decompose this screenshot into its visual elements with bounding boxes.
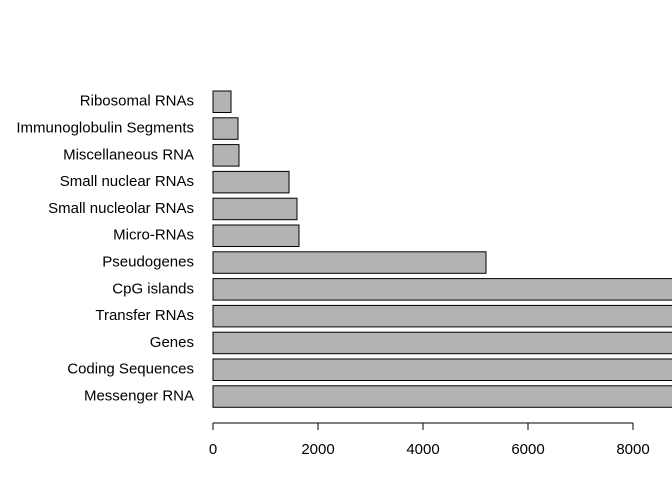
x-tick-label: 6000 <box>511 441 544 458</box>
y-tick-label: CpG islands <box>112 280 194 297</box>
y-tick-label: Miscellaneous RNA <box>63 146 194 163</box>
y-tick-label: Small nuclear RNAs <box>60 173 194 190</box>
bar <box>212 331 672 355</box>
bar <box>212 170 290 194</box>
bar <box>212 117 239 140</box>
bar <box>212 385 672 408</box>
bar <box>212 358 672 381</box>
y-tick-label: Ribosomal RNAs <box>80 93 194 110</box>
y-tick-label: Immunoglobulin Segments <box>16 120 194 137</box>
y-tick-label: Messenger RNA <box>84 388 194 405</box>
y-tick-label: Genes <box>150 334 194 351</box>
bar <box>212 90 232 113</box>
bar <box>212 304 672 328</box>
x-tick-label: 2000 <box>301 441 334 458</box>
bar <box>212 197 298 221</box>
y-tick-label: Pseudogenes <box>102 254 194 271</box>
y-tick-label: Transfer RNAs <box>95 307 194 324</box>
x-tick-label: 4000 <box>406 441 439 458</box>
y-tick-label: Small nucleolar RNAs <box>48 200 194 217</box>
x-tick-label: 0 <box>209 441 217 458</box>
bar <box>212 144 240 167</box>
bar <box>212 278 672 301</box>
y-tick-label: Coding Sequences <box>67 361 194 378</box>
y-tick-label: Micro-RNAs <box>113 227 194 244</box>
bar <box>212 251 487 274</box>
x-tick-label: 8000 <box>616 441 649 458</box>
bar <box>212 224 300 247</box>
